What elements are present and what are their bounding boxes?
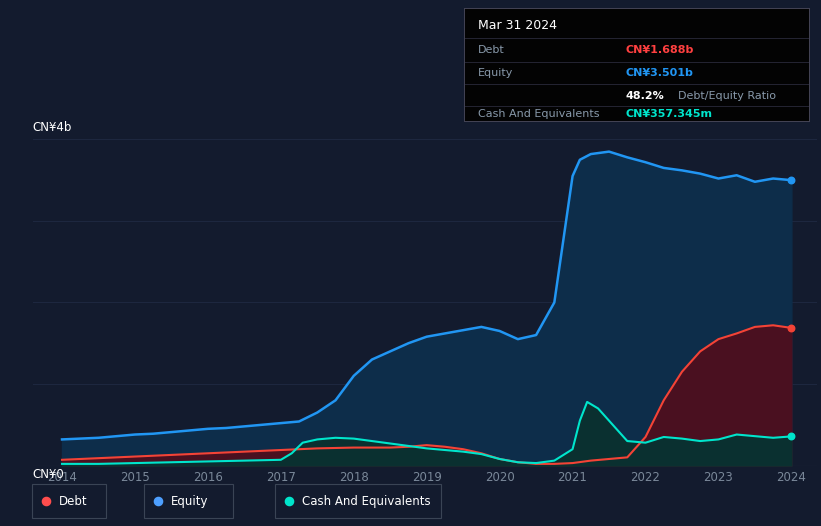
- Text: CN¥357.345m: CN¥357.345m: [626, 109, 713, 119]
- Point: [785, 432, 798, 441]
- Text: Equity: Equity: [478, 68, 513, 78]
- Point: [39, 497, 53, 505]
- Text: CN¥4b: CN¥4b: [33, 121, 72, 134]
- Text: Debt/Equity Ratio: Debt/Equity Ratio: [677, 90, 776, 100]
- Point: [152, 497, 165, 505]
- Bar: [144, 484, 233, 518]
- Text: 48.2%: 48.2%: [626, 90, 665, 100]
- Text: CN¥3.501b: CN¥3.501b: [626, 68, 694, 78]
- Text: Debt: Debt: [59, 494, 88, 508]
- Point: [282, 497, 296, 505]
- Text: Debt: Debt: [478, 45, 504, 55]
- Bar: [32, 484, 106, 518]
- Text: CN¥1.688b: CN¥1.688b: [626, 45, 695, 55]
- Text: Cash And Equivalents: Cash And Equivalents: [478, 109, 599, 119]
- Text: Cash And Equivalents: Cash And Equivalents: [302, 494, 431, 508]
- Point: [785, 176, 798, 184]
- Bar: [276, 484, 442, 518]
- Text: CN¥0: CN¥0: [33, 468, 65, 481]
- Text: Equity: Equity: [172, 494, 209, 508]
- Text: Mar 31 2024: Mar 31 2024: [478, 19, 557, 32]
- Point: [785, 323, 798, 332]
